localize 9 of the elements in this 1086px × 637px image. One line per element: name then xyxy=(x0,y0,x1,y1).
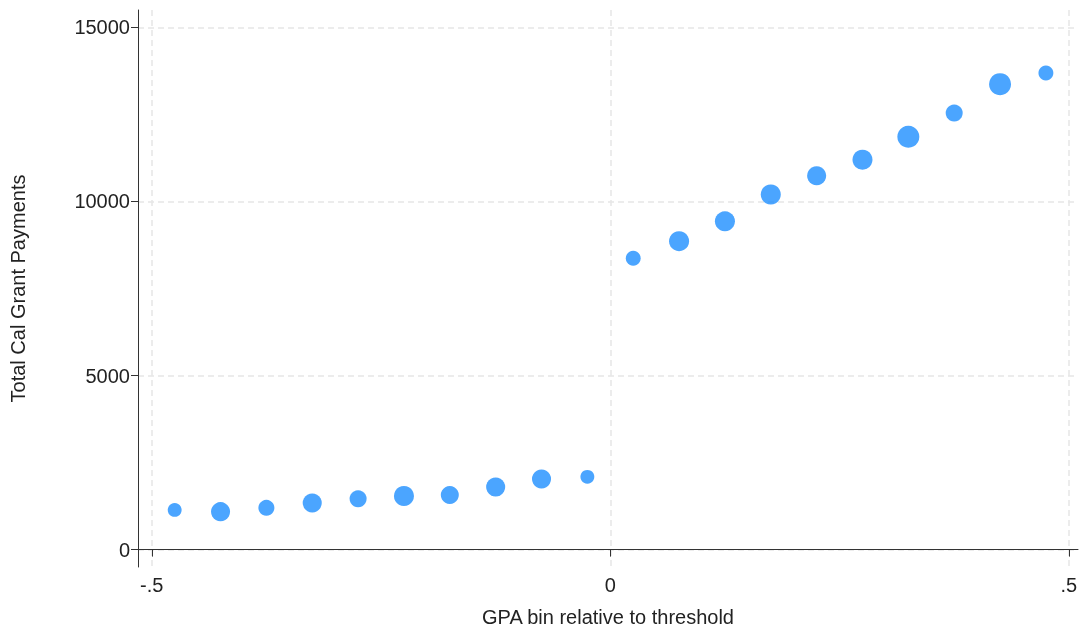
x-tick-label: .5 xyxy=(1060,574,1078,596)
x-tick-label: -.5 xyxy=(140,574,164,596)
x-axis-title: GPA bin relative to threshold xyxy=(482,606,734,628)
y-tick-label: 15000 xyxy=(74,16,130,39)
y-tick-label: 0 xyxy=(118,538,130,561)
y-axis-title: Total Cal Grant Payments xyxy=(7,174,29,403)
y-tick-label: 5000 xyxy=(85,364,130,387)
y-tick-label: 10000 xyxy=(74,190,130,213)
x-tick-label: 0 xyxy=(604,574,616,596)
